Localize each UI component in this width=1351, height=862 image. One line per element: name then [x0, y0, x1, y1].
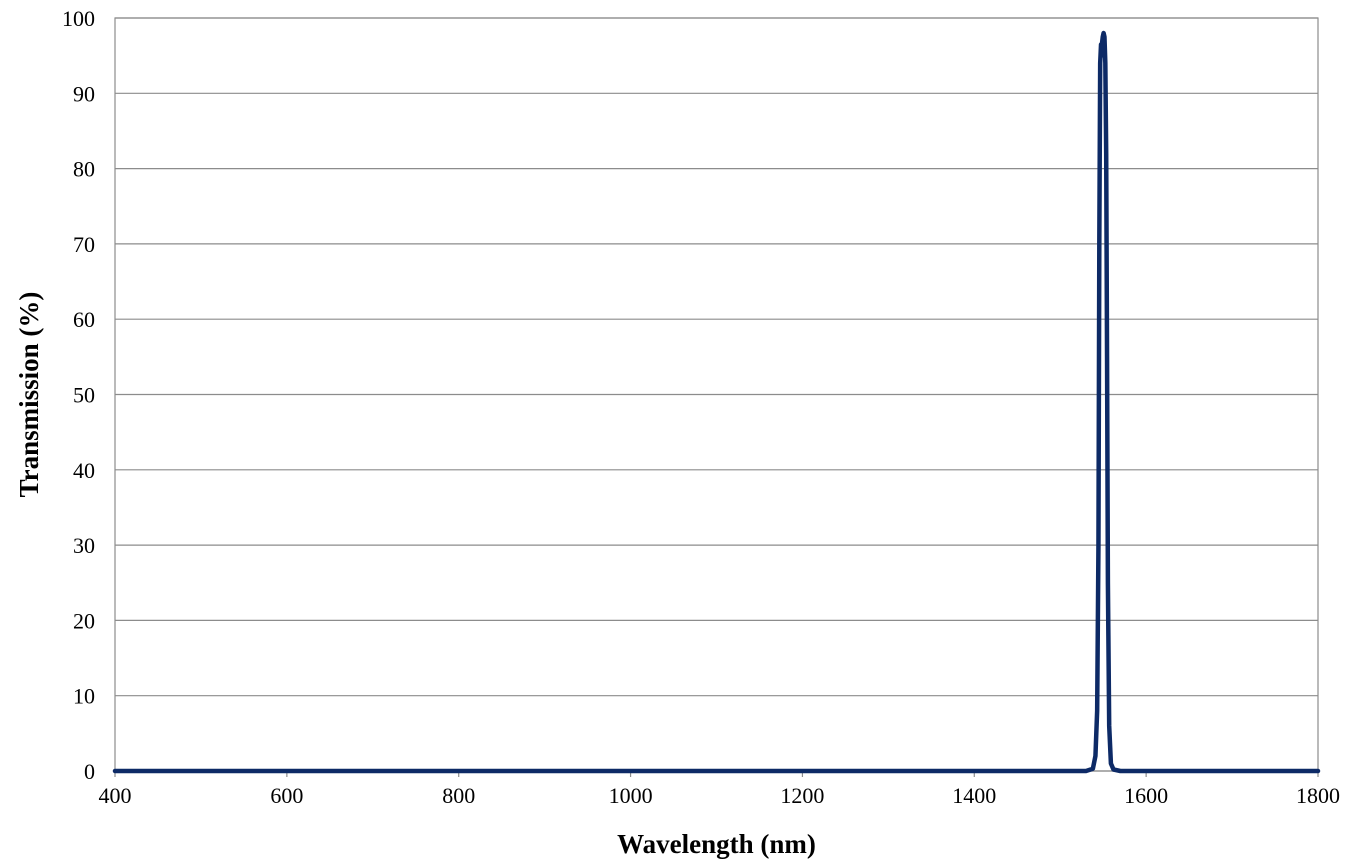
x-tick-1600: 1600	[1124, 783, 1168, 808]
x-tick-1400: 1400	[952, 783, 996, 808]
x-tick-1800: 1800	[1296, 783, 1340, 808]
y-tick-80: 80	[73, 157, 95, 182]
x-tick-1200: 1200	[780, 783, 824, 808]
y-tick-30: 30	[73, 533, 95, 558]
series-layer	[112, 30, 1321, 774]
x-tick-600: 600	[270, 783, 303, 808]
y-tick-10: 10	[73, 684, 95, 709]
gridlines	[115, 17, 1318, 772]
y-tick-60: 60	[73, 307, 95, 332]
x-tick-800: 800	[442, 783, 475, 808]
x-tick-labels: 400 600 800 1000 1200 1400 1600 1800	[99, 771, 1340, 808]
y-tick-20: 20	[73, 608, 95, 633]
y-tick-70: 70	[73, 232, 95, 257]
transmission-curve	[112, 30, 1321, 774]
x-tick-1000: 1000	[609, 783, 653, 808]
x-tick-400: 400	[99, 783, 132, 808]
y-tick-labels: 0 10 20 30 40 50 60 70 80 90 100	[62, 6, 95, 784]
y-tick-50: 50	[73, 383, 95, 408]
y-tick-0: 0	[84, 759, 95, 784]
y-tick-90: 90	[73, 81, 95, 106]
y-tick-40: 40	[73, 458, 95, 483]
x-axis-title: Wavelength (nm)	[617, 829, 816, 859]
y-axis-title: Transmission (%)	[14, 292, 44, 498]
y-tick-100: 100	[62, 6, 95, 31]
